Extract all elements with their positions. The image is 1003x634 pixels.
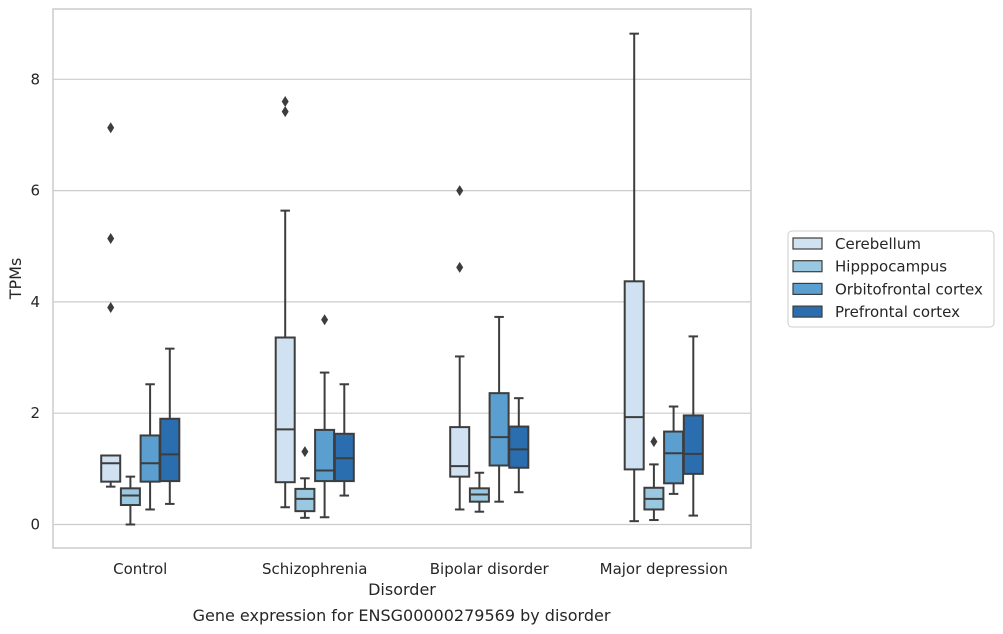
box-iqr xyxy=(449,426,471,478)
box-cerebellum xyxy=(449,185,471,511)
box-orbitofrontal-cortex xyxy=(488,315,510,503)
outlier-point xyxy=(107,301,115,313)
outlier-point xyxy=(107,122,115,134)
x-axis-title: Disorder xyxy=(368,580,436,599)
outlier-point xyxy=(301,446,309,458)
box-orbitofrontal-cortex xyxy=(139,383,161,511)
box-iqr xyxy=(682,414,704,475)
y-tick-label: 4 xyxy=(30,293,40,311)
x-tick-label: Major depression xyxy=(600,560,728,578)
box-hipppocampus xyxy=(119,475,141,526)
box-orbitofrontal-cortex xyxy=(314,314,336,519)
outlier-point xyxy=(321,314,329,326)
box-prefrontal-cortex xyxy=(682,335,704,517)
box-cerebellum xyxy=(100,122,122,488)
outlier-point xyxy=(456,261,464,273)
legend-swatch xyxy=(792,282,823,295)
box-hipppocampus xyxy=(468,471,490,513)
x-tick-label: Control xyxy=(113,560,167,578)
boxes-layer xyxy=(100,32,704,526)
box-cerebellum xyxy=(623,32,645,523)
box-prefrontal-cortex xyxy=(159,347,181,505)
x-tick-label: Schizophrenia xyxy=(262,560,367,578)
plot-frame xyxy=(52,8,752,549)
box-iqr xyxy=(119,487,141,507)
box-iqr xyxy=(100,454,122,483)
box-iqr xyxy=(159,417,181,483)
box-iqr xyxy=(623,280,645,471)
box-iqr xyxy=(294,487,316,513)
chart-caption: Gene expression for ENSG00000279569 by d… xyxy=(192,606,611,625)
legend-label: Orbitofrontal cortex xyxy=(835,280,983,298)
legend-label: Hipppocampus xyxy=(835,258,947,276)
box-iqr xyxy=(508,425,530,469)
box-hipppocampus xyxy=(294,446,316,519)
outlier-point xyxy=(456,185,464,197)
box-iqr xyxy=(314,428,336,483)
box-iqr xyxy=(274,336,296,484)
y-tick-label: 2 xyxy=(30,404,40,422)
y-tick-label: 6 xyxy=(30,182,40,200)
box-hipppocampus xyxy=(643,436,665,522)
y-tick-label: 8 xyxy=(30,70,40,88)
legend-frame xyxy=(787,230,995,328)
legend-label: Cerebellum xyxy=(835,235,921,253)
legend-swatch xyxy=(792,260,823,273)
box-prefrontal-cortex xyxy=(508,397,530,494)
outlier-point xyxy=(281,106,289,118)
tick-labels: 0 2 4 6 8 Control Schizophrenia Bipolar disorde… xyxy=(30,70,727,578)
box-cerebellum xyxy=(274,96,296,509)
legend-label: Prefrontal cortex xyxy=(835,303,960,321)
legend-swatch xyxy=(792,305,823,318)
box-iqr xyxy=(663,430,685,485)
y-axis-title: TPMs xyxy=(6,258,25,301)
x-tick-label: Bipolar disorder xyxy=(430,560,550,578)
legend-swatch xyxy=(792,237,823,250)
outlier-point xyxy=(650,436,658,448)
outlier-point xyxy=(107,232,115,244)
outlier-point xyxy=(281,96,289,108)
legend: Cerebellum Hipppocampus Orbitofrontal cort… xyxy=(787,230,995,328)
box-iqr xyxy=(488,392,510,467)
box-prefrontal-cortex xyxy=(333,383,355,497)
box-iqr xyxy=(139,434,161,483)
box-orbitofrontal-cortex xyxy=(663,405,685,495)
y-tick-label: 0 xyxy=(30,516,40,534)
